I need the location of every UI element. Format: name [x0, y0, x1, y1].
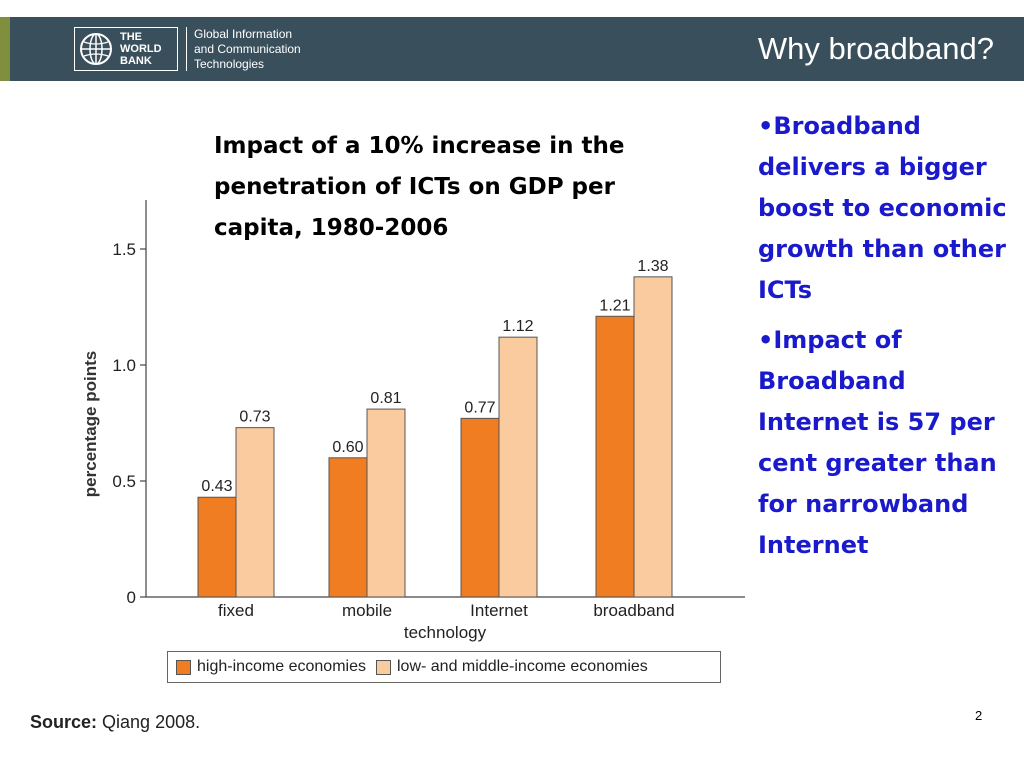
bar-value-label: 0.73 [239, 409, 270, 426]
x-tick-label: Internet [470, 601, 528, 620]
logo-subtitle-line-1: Global Information [194, 27, 293, 41]
bar-value-label: 1.21 [599, 297, 630, 314]
chart-bars [197, 276, 673, 598]
chart-labels: 0 0.5 1.0 1.5 percentage points 0.43 0.73 fixed… [81, 240, 675, 642]
bar [633, 276, 673, 598]
bar [595, 315, 635, 598]
source-note: Source: Qiang 2008. [30, 712, 200, 733]
bar [366, 408, 406, 598]
bullet-item: •Impact of Broadband Internet is 57 per … [758, 326, 997, 559]
logo-wordmark: THE WORLD BANK [120, 31, 162, 67]
legend-swatch-high-income [176, 659, 191, 675]
chart-title: Impact of a 10% increase in the penetrat… [214, 133, 625, 241]
bar [328, 457, 368, 598]
y-tick-label: 1.5 [112, 240, 136, 259]
y-tick-label: 0.5 [112, 472, 136, 491]
y-axis-label: percentage points [81, 351, 100, 497]
logo-divider [186, 27, 187, 71]
bar [460, 417, 500, 598]
bar-value-label: 0.60 [332, 439, 363, 456]
x-tick-label: broadband [593, 601, 674, 620]
world-bank-logo: THE WORLD BANK [74, 27, 178, 71]
bar-value-label: 1.12 [502, 318, 533, 335]
source-text: Qiang 2008. [97, 712, 201, 732]
slide-title: Why broadband? [757, 31, 994, 66]
bar-value-label: 0.77 [464, 399, 495, 416]
x-axis-label: technology [404, 623, 487, 642]
page-number: 2 [975, 708, 983, 723]
globe-icon [80, 33, 112, 65]
x-tick-label: fixed [218, 601, 254, 620]
bar [498, 336, 538, 598]
bullet-item: •Broadband delivers a bigger boost to ec… [758, 112, 1007, 304]
x-tick-label: mobile [342, 601, 392, 620]
bar [235, 427, 275, 598]
legend-label-low-middle-income: low- and middle-income economies [396, 658, 648, 675]
legend-label-high-income: high-income economies [197, 658, 366, 675]
logo-subtitle-line-3: Technologies [194, 57, 265, 71]
logo-subtitle-line-2: and Communication [194, 42, 301, 56]
header-accent-stripe [0, 17, 10, 81]
logo-line-1: THE [120, 31, 142, 43]
y-tick-label: 0 [127, 588, 136, 607]
bar [197, 496, 237, 598]
legend-swatch-low-middle-income [375, 659, 391, 675]
bar-value-label: 0.81 [370, 390, 401, 407]
y-tick-label: 1.0 [112, 356, 136, 375]
logo-subtitle: Global Information and Communication Tec… [194, 27, 301, 72]
legend-item-low-middle-income: low- and middle-income economies [375, 658, 648, 676]
logo-line-2: WORLD [120, 43, 162, 55]
legend-item-high-income: high-income economies [176, 658, 366, 676]
chart-legend: high-income economies low- and middle-in… [167, 651, 721, 683]
logo-line-3: BANK [120, 55, 152, 67]
source-label: Source: [30, 712, 98, 732]
bullet-list: •Broadband delivers a bigger boost to ec… [758, 106, 1020, 575]
bar-value-label: 1.38 [637, 258, 668, 275]
bar-value-label: 0.43 [201, 478, 232, 495]
